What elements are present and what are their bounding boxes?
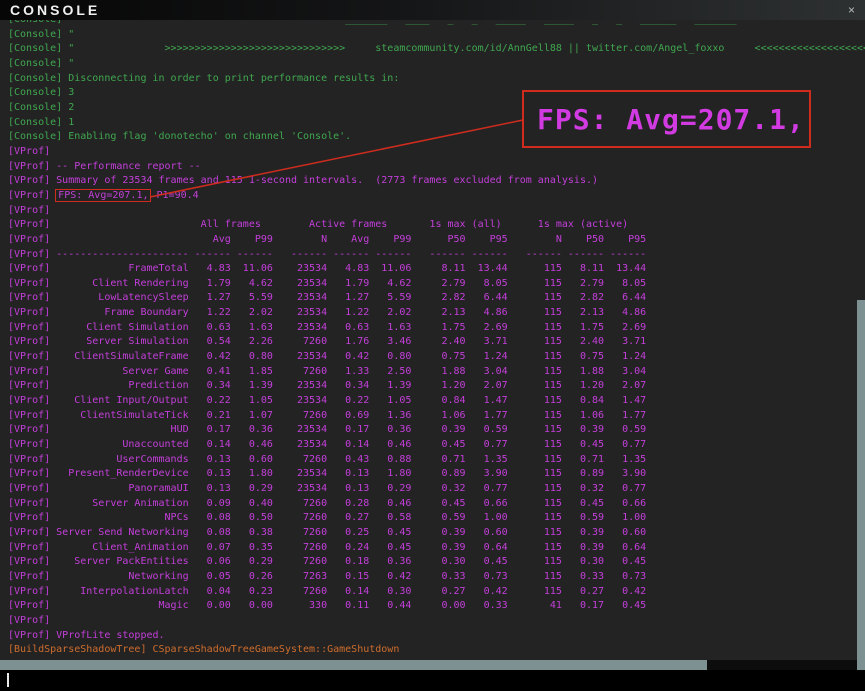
console-line: [VProf] Client Simulation 0.63 1.63 2353… [8,321,647,333]
console-input[interactable] [0,670,865,691]
fps-callout-text: FPS: Avg=207.1, [537,102,805,136]
console-line: [VProf] Summary of 23534 frames and 115 … [8,175,599,187]
console-line: [VProf] Server Send Networking 0.08 0.38… [8,526,647,538]
console-line: [VProf] UserCommands 0.13 0.60 7260 0.43… [8,453,647,465]
console-line: [VProf] Server Animation 0.09 0.40 7260 … [8,497,647,509]
titlebar: CONSOLE × [0,0,865,20]
close-icon[interactable]: × [847,3,855,17]
console-line: [Console] " _______ ____ _ _ _____ _____… [8,20,865,28]
console-line: [Console] " [8,28,75,40]
console-line: [BuildSparseShadowTree] CSparseShadowTre… [8,644,400,656]
console-line: [Console] " >>>>>>>>>>>>>>>>>>>>>>>>>>>>… [8,43,865,55]
console-line: [Console] 3 [8,87,75,99]
console-line: [VProf] FPS: Avg=207.1, P1=90.4 [8,188,199,202]
console-line: [VProf] Server Game 0.41 1.85 7260 1.33 … [8,365,647,377]
console-line: [VProf] Server Simulation 0.54 2.26 7260… [8,336,647,348]
console-line: [VProf] ---------------------- ------ --… [8,248,647,260]
console-line: [Console] 1 [8,116,75,128]
horizontal-scrollbar-thumb[interactable] [0,660,707,670]
fps-callout: FPS: Avg=207.1, [522,90,811,148]
console-line: [Console] 2 [8,101,75,113]
console-line: [VProf] All frames Active frames 1s max … [8,219,629,231]
console-line: [VProf] Present_RenderDevice 0.13 1.80 2… [8,468,647,480]
console-line: [VProf] Prediction 0.34 1.39 23534 0.34 … [8,380,647,392]
console-line: [VProf] Client_Animation 0.07 0.35 7260 … [8,541,647,553]
fps-highlight-box: FPS: Avg=207.1, [55,188,152,202]
console-line: [Console] " [8,57,75,69]
console-line: [VProf] -- Performance report -- [8,160,201,172]
console-line: [VProf] ClientSimulateTick 0.21 1.07 726… [8,409,647,421]
console-line: [VProf] NPCs 0.08 0.50 7260 0.27 0.58 0.… [8,512,647,524]
console-line: [VProf] InterpolationLatch 0.04 0.23 726… [8,585,647,597]
console-line: [VProf] Avg P99 N Avg P99 P50 P95 N P50 … [8,233,647,245]
console-line: [Console] Disconnecting in order to prin… [8,72,400,84]
console-line: [VProf] Client Rendering 1.79 4.62 23534… [8,277,647,289]
console-line: [VProf] [8,614,51,626]
text-cursor [7,673,9,687]
console-line: [VProf] LowLatencySleep 1.27 5.59 23534 … [8,292,647,304]
window-title: CONSOLE [10,2,101,18]
console-line: [VProf] [8,145,51,157]
console-line: [VProf] HUD 0.17 0.36 23534 0.17 0.36 0.… [8,424,647,436]
console-line: [VProf] Networking 0.05 0.26 7263 0.15 0… [8,570,647,582]
console-line: [VProf] Server PackEntities 0.06 0.29 72… [8,556,647,568]
console-line: [VProf] FrameTotal 4.83 11.06 23534 4.83… [8,263,647,275]
console-line: [VProf] VProfLite stopped. [8,629,165,641]
vertical-scrollbar-thumb[interactable] [857,300,865,670]
console-line: [VProf] Magic 0.00 0.00 330 0.11 0.44 0.… [8,600,647,612]
console-line: [VProf] [8,204,51,216]
console-line: [VProf] ClientSimulateFrame 0.42 0.80 23… [8,351,647,363]
console-line: [VProf] Client Input/Output 0.22 1.05 23… [8,395,647,407]
console-line: [VProf] Unaccounted 0.14 0.46 23534 0.14… [8,439,647,451]
console-line: [VProf] PanoramaUI 0.13 0.29 23534 0.13 … [8,483,647,494]
console-line: [VProf] Frame Boundary 1.22 2.02 23534 1… [8,307,647,319]
